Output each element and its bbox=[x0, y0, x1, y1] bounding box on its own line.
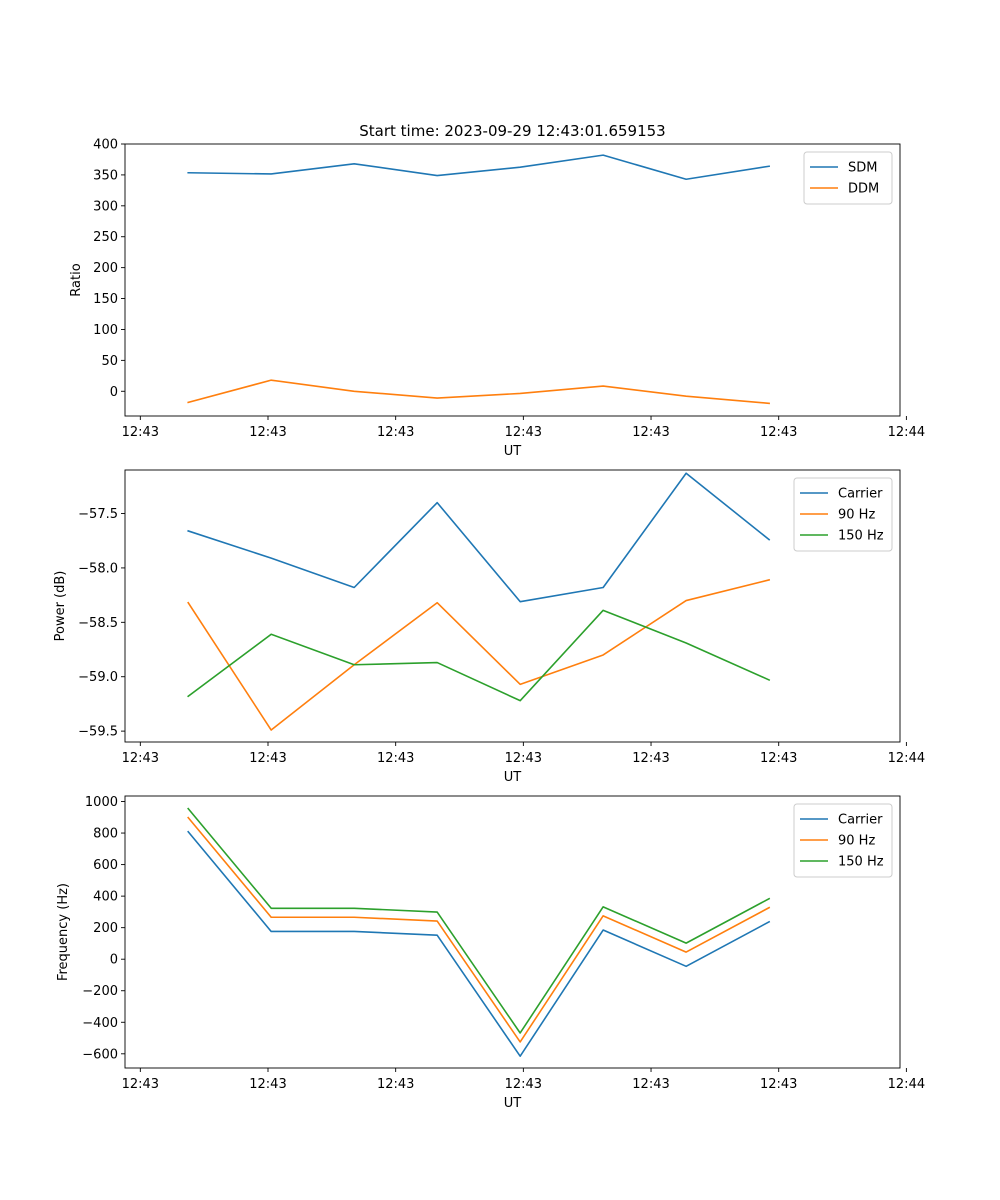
y-tick-label: −58.5 bbox=[78, 616, 118, 631]
y-tick-label: 600 bbox=[93, 858, 118, 873]
y-tick-label: −400 bbox=[82, 1016, 118, 1031]
series-line-carrier bbox=[187, 830, 771, 1057]
y-tick-label: 300 bbox=[93, 199, 118, 214]
y-tick-label: 800 bbox=[93, 827, 118, 842]
x-tick-label: 12:44 bbox=[888, 751, 925, 766]
y-axis-label: Frequency (Hz) bbox=[56, 883, 71, 981]
y-axis-label: Power (dB) bbox=[53, 571, 68, 642]
series-line-90-hz bbox=[187, 578, 771, 731]
series-line-150-hz bbox=[187, 807, 771, 1034]
legend-label: 90 Hz bbox=[838, 834, 875, 849]
x-tick-label: 12:43 bbox=[760, 751, 797, 766]
x-tick-label: 12:43 bbox=[377, 425, 414, 440]
x-tick-label: 12:43 bbox=[377, 751, 414, 766]
axes-frame bbox=[124, 795, 901, 1069]
x-tick-label: 12:43 bbox=[505, 425, 542, 440]
legend: Carrier 90 Hz 150 Hz bbox=[793, 477, 893, 552]
x-tick-label: 12:43 bbox=[249, 1077, 286, 1092]
figure-title: Start time: 2023-09-29 12:43:01.659153 bbox=[359, 122, 665, 140]
x-tick-label: 12:43 bbox=[122, 425, 159, 440]
y-tick-label: 1000 bbox=[85, 795, 118, 810]
legend-label: DDM bbox=[848, 182, 879, 197]
legend-label: 90 Hz bbox=[838, 508, 875, 523]
y-tick-label: 200 bbox=[93, 921, 118, 936]
legend-box bbox=[793, 477, 893, 552]
legend-box bbox=[803, 151, 893, 205]
x-tick-label: 12:43 bbox=[505, 751, 542, 766]
y-tick-label: 250 bbox=[93, 230, 118, 245]
y-tick-label: −58.0 bbox=[78, 561, 118, 576]
y-tick-label: 0 bbox=[110, 385, 118, 400]
legend: Carrier 90 Hz 150 Hz bbox=[793, 803, 893, 878]
y-axis-label: Ratio bbox=[69, 263, 84, 296]
legend-label: 150 Hz bbox=[838, 855, 884, 870]
series-line-sdm bbox=[187, 154, 771, 181]
y-tick-label: 0 bbox=[110, 953, 118, 968]
x-tick-label: 12:44 bbox=[888, 425, 925, 440]
y-tick-label: −59.0 bbox=[78, 670, 118, 685]
y-tick-label: 350 bbox=[93, 168, 118, 183]
x-tick-label: 12:43 bbox=[760, 425, 797, 440]
y-tick-label: 100 bbox=[93, 323, 118, 338]
y-tick-label: −59.5 bbox=[78, 725, 118, 740]
x-axis-label: UT bbox=[504, 770, 522, 785]
legend-label: Carrier bbox=[838, 813, 883, 828]
subplot-2: 12:43 12:43 12:43 12:43 12:43 12:43 12:44 −59.5… bbox=[53, 469, 925, 785]
axes-frame bbox=[124, 143, 901, 417]
y-tick-label: −600 bbox=[82, 1047, 118, 1062]
subplots: 12:43 12:43 12:43 12:43 12:43 12:43 12:44 0 50 10… bbox=[53, 138, 925, 1112]
x-tick-label: 12:43 bbox=[632, 751, 669, 766]
subplot-1: 12:43 12:43 12:43 12:43 12:43 12:43 12:44 0 50 10… bbox=[69, 138, 925, 460]
y-tick-label: −57.5 bbox=[78, 507, 118, 522]
legend-label: Carrier bbox=[838, 487, 883, 502]
series-line-ddm bbox=[187, 379, 770, 405]
x-tick-label: 12:43 bbox=[505, 1077, 542, 1092]
x-axis-label: UT bbox=[504, 444, 522, 459]
x-tick-label: 12:43 bbox=[122, 1077, 159, 1092]
legend: SDM DDM bbox=[803, 151, 893, 205]
x-axis-label: UT bbox=[504, 1096, 522, 1111]
x-tick-label: 12:44 bbox=[888, 1077, 925, 1092]
series-line-carrier bbox=[187, 472, 771, 603]
legend-label: SDM bbox=[848, 161, 877, 176]
x-tick-label: 12:43 bbox=[632, 425, 669, 440]
series-line-90-hz bbox=[187, 816, 771, 1043]
x-tick-label: 12:43 bbox=[760, 1077, 797, 1092]
y-tick-label: −200 bbox=[82, 984, 118, 999]
axes-frame bbox=[124, 469, 901, 743]
y-tick-label: 200 bbox=[93, 261, 118, 276]
subplot-3: 12:43 12:43 12:43 12:43 12:43 12:43 12:44 −600 −… bbox=[56, 795, 925, 1111]
y-tick-label: 150 bbox=[93, 292, 118, 307]
y-tick-label: 400 bbox=[93, 890, 118, 905]
legend-label: 150 Hz bbox=[838, 529, 884, 544]
x-tick-label: 12:43 bbox=[377, 1077, 414, 1092]
x-tick-label: 12:43 bbox=[632, 1077, 669, 1092]
x-tick-label: 12:43 bbox=[122, 751, 159, 766]
y-tick-label: 400 bbox=[93, 138, 118, 153]
x-tick-label: 12:43 bbox=[249, 751, 286, 766]
series-line-150-hz bbox=[187, 609, 771, 702]
x-tick-label: 12:43 bbox=[249, 425, 286, 440]
legend-box bbox=[793, 803, 893, 878]
y-tick-label: 50 bbox=[101, 354, 118, 369]
